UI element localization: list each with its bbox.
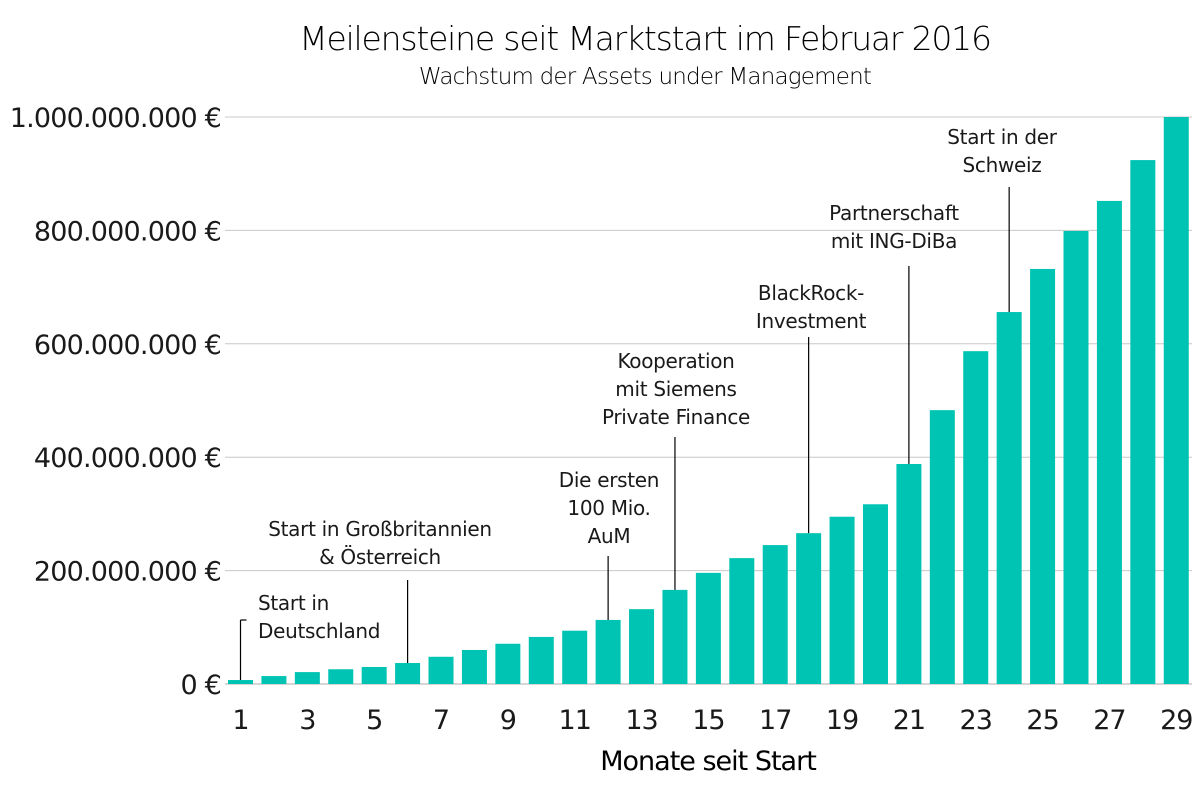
x-axis: 1 3 5 7 9 11 13 15 17 19 21 23 25 27 29 (232, 705, 1193, 736)
bar (1096, 200, 1122, 684)
annotation-text: mit Siemens (615, 377, 736, 401)
x-tick-label: 19 (826, 705, 858, 736)
bar (328, 669, 354, 684)
bar (1130, 160, 1156, 685)
y-tick-label: 400.000.000 € (34, 443, 221, 474)
chart-title: Meilensteine seit Marktstart im Februar … (299, 19, 991, 58)
annotation-text: mit ING-DiBa (831, 229, 957, 253)
x-tick-label: 23 (960, 705, 992, 736)
bar (796, 533, 822, 684)
bar (762, 545, 788, 684)
bar (228, 680, 253, 684)
annotation-text: Private Finance (602, 405, 750, 429)
annotation-text: Start in der (947, 125, 1058, 149)
annotation-text: Start in (258, 591, 329, 615)
bar (629, 609, 655, 684)
x-tick-label: 3 (299, 705, 315, 736)
annotation-text: & Österreich (319, 545, 441, 569)
annotation-text: AuM (588, 524, 631, 548)
chart-subtitle: Wachstum der Assets under Management (419, 64, 871, 90)
annotation-text: 100 Mio. (567, 496, 650, 520)
x-tick-label: 7 (433, 705, 449, 736)
annotation-text: BlackRock- (758, 281, 864, 305)
bar (495, 643, 521, 684)
bar (862, 504, 888, 684)
bar (562, 630, 588, 684)
x-axis-label: Monate seit Start (600, 746, 816, 777)
bar (428, 656, 454, 684)
y-tick-label: 1.000.000.000 € (10, 103, 221, 134)
bar (461, 649, 487, 684)
bar (929, 410, 955, 684)
annotation-text: Start in Großbritannien (268, 517, 491, 541)
bar (695, 572, 721, 684)
y-tick-label: 600.000.000 € (34, 330, 221, 361)
bar (294, 672, 320, 684)
y-axis: 0 € 200.000.000 € 400.000.000 € 600.000.000… (10, 103, 222, 701)
bar (662, 589, 688, 684)
bar (395, 663, 421, 684)
annotations: Start in Deutschland Start in Großbritanni… (239, 125, 1058, 681)
x-tick-label: 9 (500, 705, 516, 736)
x-tick-label: 15 (692, 705, 724, 736)
x-tick-label: 27 (1093, 705, 1125, 736)
bar (1063, 230, 1089, 685)
bar (729, 558, 755, 684)
bar (1030, 268, 1056, 684)
bar (528, 636, 554, 684)
bar (829, 516, 855, 684)
annotation-text: Die ersten (559, 468, 659, 492)
y-tick-label: 0 € (180, 670, 221, 701)
bar (1163, 117, 1189, 684)
annotation-text: Deutschland (258, 619, 380, 643)
annotation-text: Kooperation (617, 349, 734, 373)
bar (361, 666, 387, 684)
annotation-text: Partnerschaft (829, 201, 959, 225)
bars (228, 117, 1189, 685)
x-tick-label: 13 (625, 705, 657, 736)
x-tick-label: 25 (1026, 705, 1058, 736)
annotation-text: Investment (756, 309, 867, 333)
x-tick-label: 17 (759, 705, 791, 736)
x-tick-label: 21 (893, 705, 925, 736)
bar (261, 676, 287, 684)
bar (963, 351, 989, 684)
x-tick-label: 1 (232, 705, 248, 736)
bar (595, 619, 621, 684)
x-tick-label: 5 (366, 705, 382, 736)
x-tick-label: 29 (1160, 705, 1192, 736)
bar (996, 312, 1022, 684)
annotation-text: Schweiz (963, 153, 1042, 177)
x-tick-label: 11 (559, 705, 591, 736)
bar (896, 464, 922, 684)
y-tick-label: 800.000.000 € (34, 216, 221, 247)
y-tick-label: 200.000.000 € (34, 557, 221, 588)
